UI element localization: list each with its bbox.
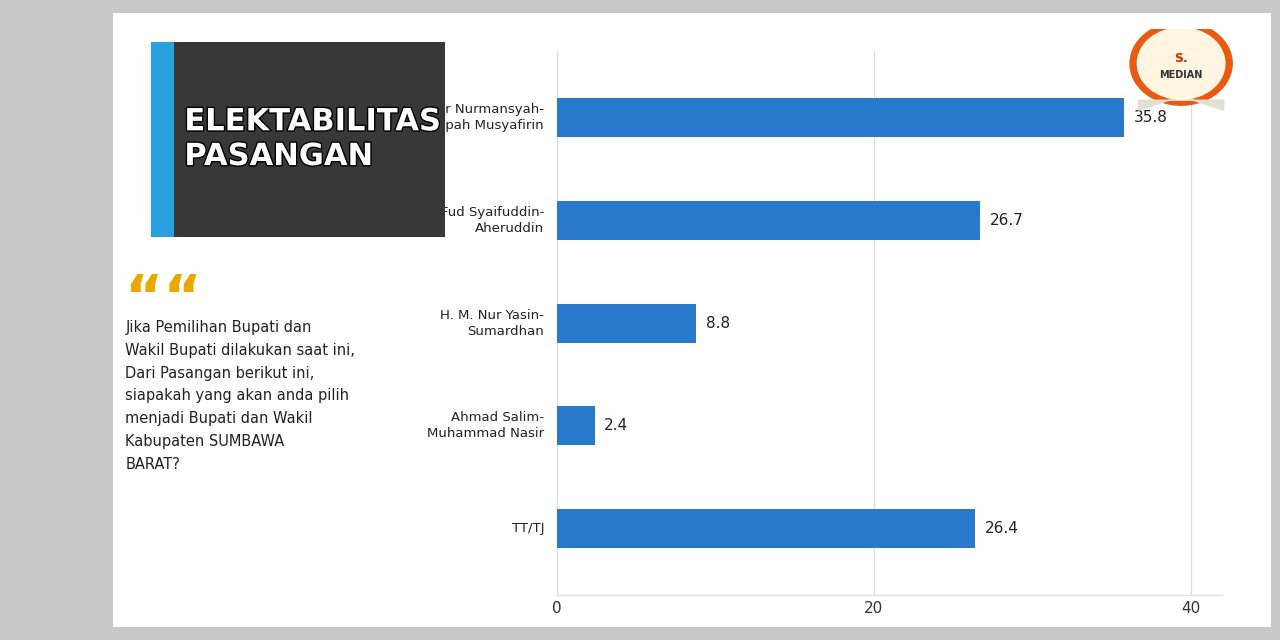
Text: 26.4: 26.4 — [984, 521, 1019, 536]
Circle shape — [1130, 22, 1233, 105]
Bar — [557, 201, 980, 240]
Polygon shape — [1139, 96, 1224, 110]
Text: 35.8: 35.8 — [1134, 111, 1167, 125]
Text: H. Amar Nurmansyah-
Hj. Hanipah Musyafirin: H. Amar Nurmansyah- Hj. Hanipah Musyafir… — [393, 104, 544, 132]
Text: 8.8: 8.8 — [705, 316, 730, 331]
Text: 26.7: 26.7 — [989, 213, 1023, 228]
Text: ELEKTABILITAS
PASANGAN: ELEKTABILITAS PASANGAN — [184, 108, 440, 171]
Bar — [557, 406, 595, 445]
Bar — [557, 99, 1124, 138]
Text: Fud Syaifuddin-
Aheruddin: Fud Syaifuddin- Aheruddin — [440, 206, 544, 235]
Text: TT/TJ: TT/TJ — [512, 522, 544, 535]
Text: 2.4: 2.4 — [604, 419, 628, 433]
Text: S.: S. — [1174, 52, 1188, 65]
Text: ““: ““ — [125, 272, 202, 329]
Text: H. M. Nur Yasin-
Sumardhan: H. M. Nur Yasin- Sumardhan — [440, 308, 544, 338]
Text: Ahmad Salim-
Muhammad Nasir: Ahmad Salim- Muhammad Nasir — [428, 412, 544, 440]
Bar — [557, 304, 696, 342]
Text: Jika Pemilihan Bupati dan
Wakil Bupati dilakukan saat ini,
Dari Pasangan berikut: Jika Pemilihan Bupati dan Wakil Bupati d… — [125, 320, 356, 472]
Text: MEDIAN: MEDIAN — [1160, 70, 1203, 81]
Bar — [557, 509, 975, 548]
Circle shape — [1138, 28, 1225, 99]
